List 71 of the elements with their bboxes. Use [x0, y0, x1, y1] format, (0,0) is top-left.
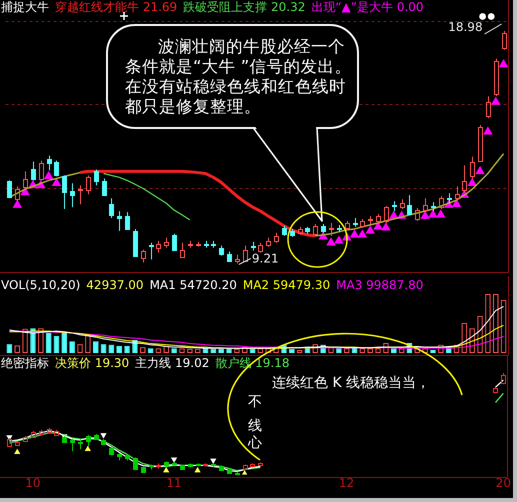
text: 出现“▲”是大牛 0.00: [311, 0, 424, 14]
annotation: 心: [248, 434, 262, 453]
bar: [62, 332, 68, 353]
x-tick-label: 12: [338, 476, 354, 490]
text: MA3 99887.80: [336, 278, 424, 292]
text: MA1 54720.20: [150, 278, 237, 292]
candlestick: [462, 164, 467, 193]
candlestick: [23, 170, 28, 191]
point: [326, 237, 336, 246]
candlestick: [455, 186, 460, 201]
bar: [69, 341, 75, 353]
point: [194, 466, 201, 472]
point: [44, 170, 54, 180]
candlestick: [353, 218, 358, 228]
candlestick: [70, 182, 75, 208]
x-tick-label: 20: [496, 476, 511, 490]
candlestick: [180, 242, 185, 258]
point: [381, 222, 391, 231]
point: [210, 458, 216, 464]
point: [12, 200, 22, 208]
point: [84, 446, 91, 451]
annotation: 连续红色 K 线稳稳当当，: [272, 374, 430, 393]
point: [358, 229, 368, 238]
point: [475, 166, 485, 174]
point: [163, 466, 170, 472]
candlestick: [117, 210, 122, 232]
candlestick: [149, 242, 154, 260]
candlestick: [78, 438, 83, 450]
point: [483, 126, 493, 135]
annotation: 9.21: [252, 252, 279, 266]
point: [490, 96, 500, 105]
point: [436, 209, 446, 218]
candlestick: [243, 245, 248, 262]
candlestick: [70, 438, 75, 452]
chart-title: VOL(5,10,20): [1, 278, 80, 292]
point: [452, 198, 462, 207]
candlestick: [62, 174, 67, 210]
point: [52, 178, 62, 186]
point: [350, 229, 360, 238]
x-tick-label: 11: [166, 476, 182, 490]
annotation: 不: [248, 393, 262, 412]
point: [14, 448, 20, 454]
text: 42937.00: [86, 278, 144, 292]
text: 穿越红线才能牛 21.69: [55, 0, 178, 14]
bar: [46, 332, 52, 353]
bar: [54, 336, 60, 353]
point: [334, 235, 344, 244]
annotation: 波澜壮阔的牛股必经一个条件就是“大牛 ”信号的发出。在没有站稳绿色线和红色线时都只是修复整理。: [125, 37, 352, 117]
text: MA2 59479.30: [242, 278, 330, 292]
chart-title: 捕捉大牛: [1, 0, 49, 14]
candlestick: [329, 222, 334, 236]
candlestick: [407, 194, 412, 215]
annotation: 18.98: [448, 20, 483, 34]
point: [498, 59, 508, 68]
point: [428, 209, 438, 218]
candlestick: [47, 155, 52, 171]
point: [100, 433, 107, 439]
annotation: 线: [248, 417, 262, 435]
chart-title: 绝密指标: [1, 356, 49, 370]
text: 散户线 19.18: [215, 356, 290, 370]
x-tick-label: 10: [25, 476, 41, 490]
point: [365, 225, 375, 234]
candlestick: [31, 161, 36, 181]
text: 跌破受阻上支撑 20.32: [183, 0, 306, 14]
text: 决策价 19.30: [55, 356, 130, 370]
point: [420, 210, 430, 219]
candlestick: [78, 184, 83, 205]
point: [467, 178, 477, 186]
point: [170, 458, 178, 463]
bar: [92, 341, 98, 353]
text: 主力线 19.02: [135, 356, 210, 370]
